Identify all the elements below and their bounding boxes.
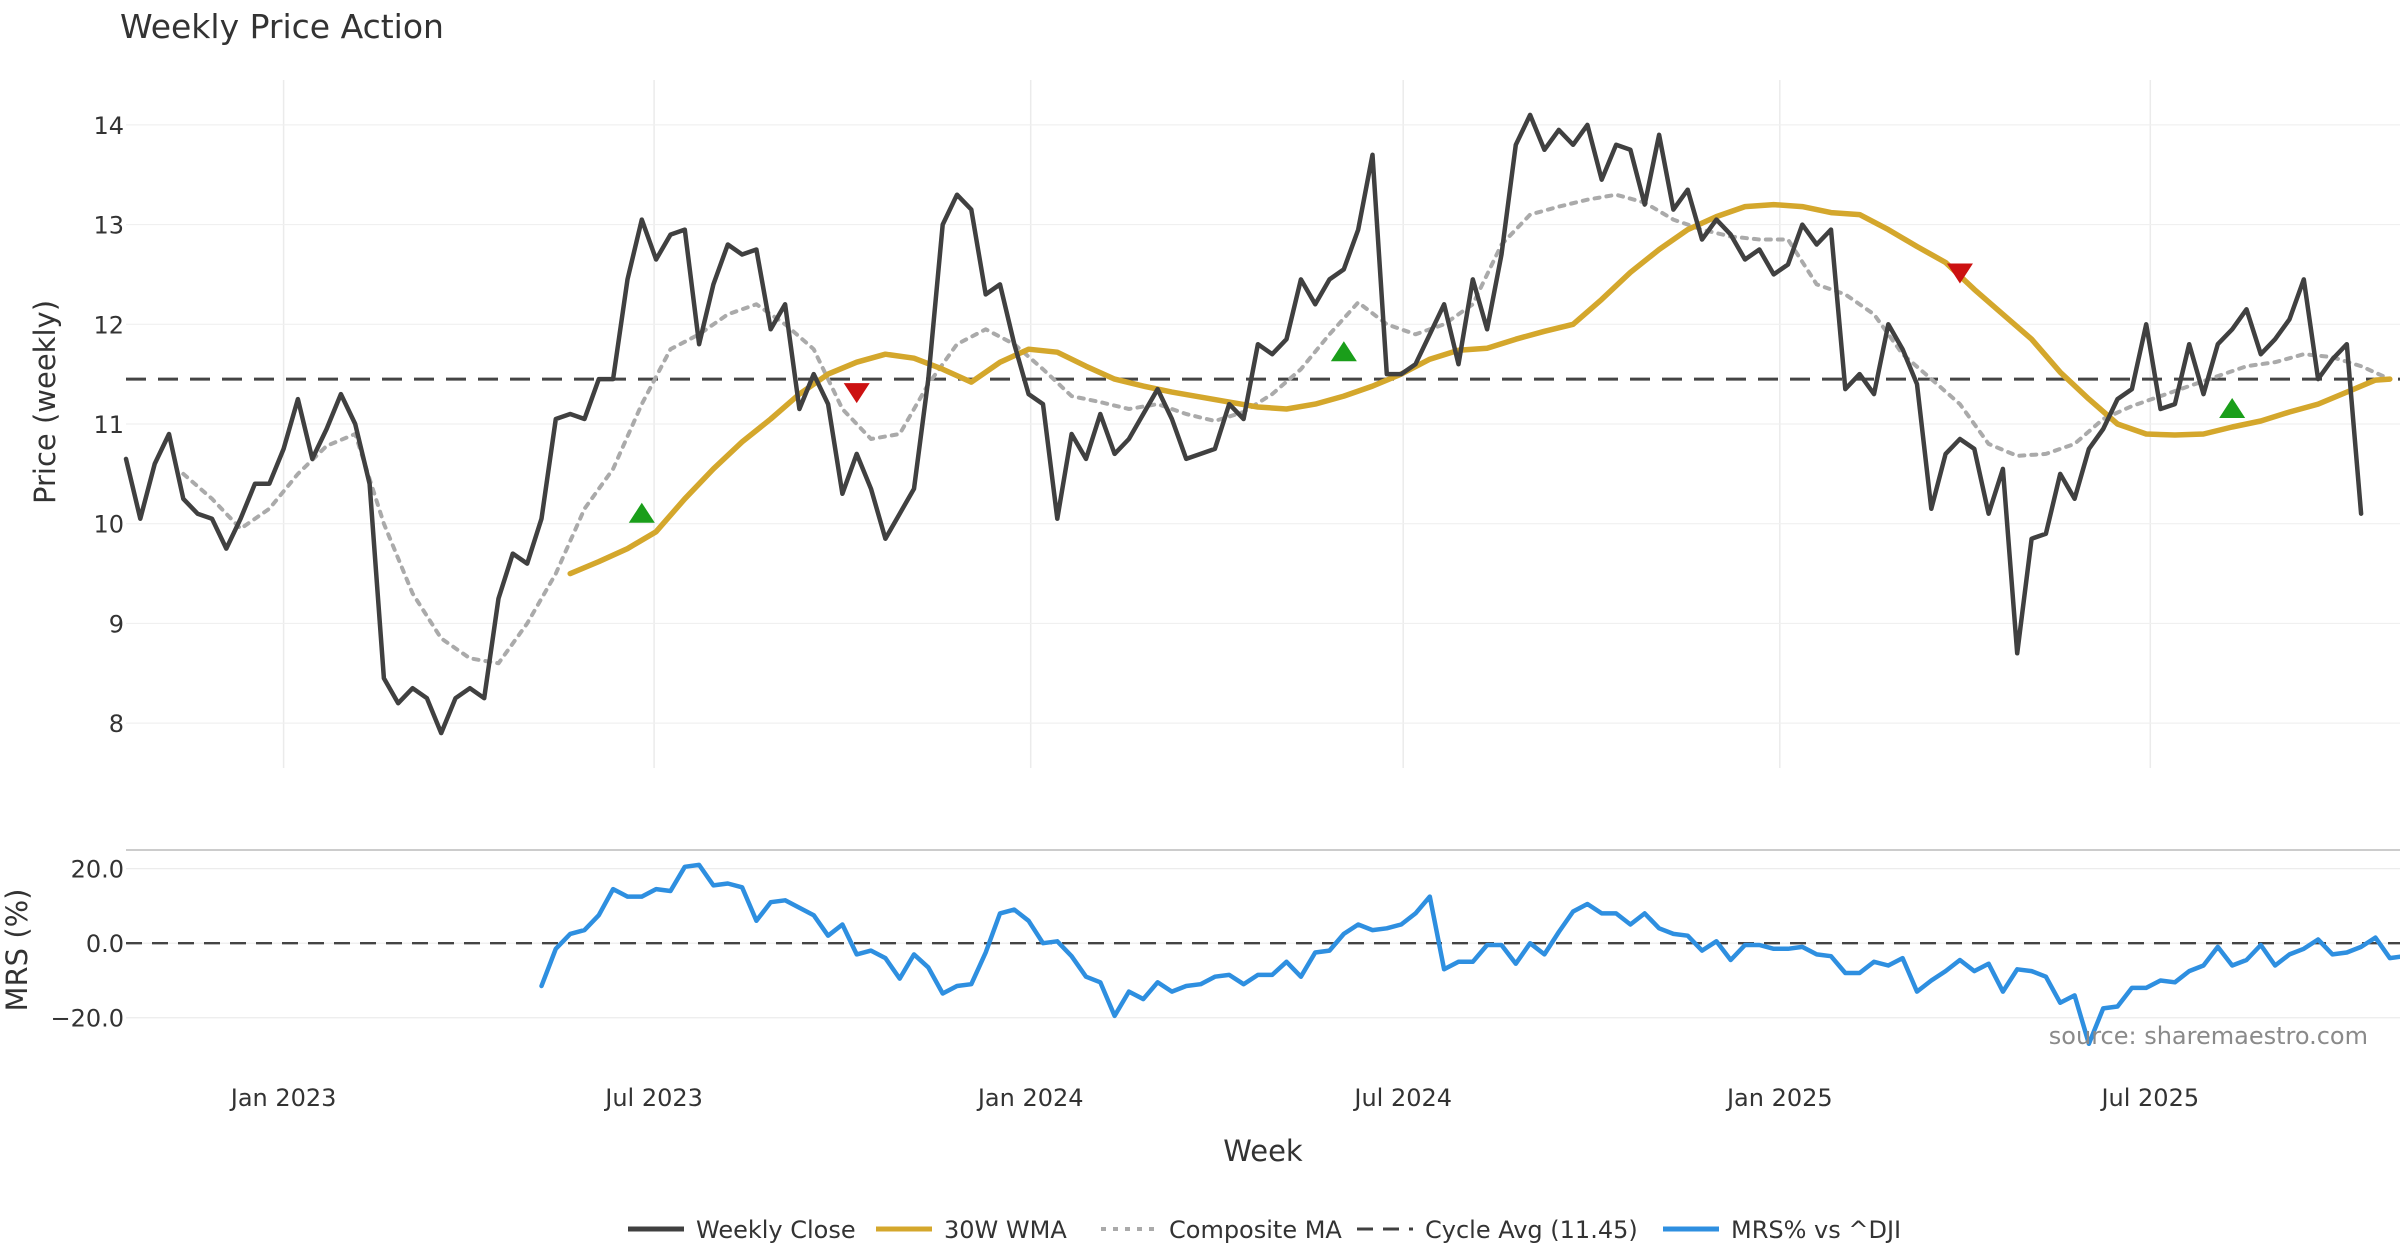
x-tick-label: Jul 2023	[603, 1084, 703, 1112]
chart-title: Weekly Price Action	[120, 7, 444, 46]
sell-signal-marker	[1946, 263, 1973, 284]
legend-label: MRS% vs ^DJI	[1731, 1216, 1901, 1244]
mrs-panel: 20.0 0.0 −20.0	[50, 856, 2400, 1047]
mrs-y-tick-label: 0.0	[86, 930, 124, 958]
legend-label: Cycle Avg (11.45)	[1425, 1216, 1638, 1244]
price-y-tick-label: 10	[93, 511, 124, 539]
legend-label: 30W WMA	[944, 1216, 1067, 1244]
legend-label: Composite MA	[1169, 1216, 1342, 1244]
series-line-composite-ma	[181, 192, 2392, 666]
series-line-30w-wma	[567, 201, 2393, 577]
x-ticks: Jan 2023 Jul 2023 Jan 2024 Jul 2024 Jan 2025…	[229, 1084, 2199, 1112]
price-y-tick-label: 11	[93, 411, 124, 439]
x-tick-label: Jan 2025	[1725, 1084, 1833, 1112]
x-tick-label: Jan 2023	[229, 1084, 337, 1112]
buy-signal-marker	[628, 502, 655, 523]
sell-signal-marker	[843, 383, 870, 404]
buy-signal-marker	[1330, 341, 1357, 362]
x-tick-label: Jan 2024	[976, 1084, 1084, 1112]
x-tick-label: Jul 2025	[2099, 1084, 2199, 1112]
mrs-y-tick-label: −20.0	[50, 1005, 124, 1033]
series-line-mrs	[539, 862, 2400, 1047]
buy-signal-marker	[2219, 398, 2246, 419]
price-panel: 8 9 10 11 12 13 14	[93, 112, 2400, 738]
price-y-tick-label: 13	[93, 212, 124, 240]
price-y-tick-label: 9	[109, 610, 124, 638]
x-axis-title: Week	[1223, 1134, 1303, 1168]
price-y-tick-label: 14	[93, 112, 124, 140]
mrs-y-tick-label: 20.0	[71, 856, 124, 884]
price-y-tick-label: 12	[93, 311, 124, 339]
legend-label: Weekly Close	[696, 1216, 856, 1244]
series-line-weekly-close	[123, 112, 2364, 736]
legend: Weekly Close 30W WMA Composite MA Cycle Avg…	[628, 1216, 1901, 1244]
price-axis-title: Price (weekly)	[28, 300, 62, 504]
mrs-axis-title: MRS (%)	[0, 889, 34, 1012]
x-tick-label: Jul 2024	[1352, 1084, 1452, 1112]
price-y-tick-label: 8	[109, 710, 124, 738]
grid	[126, 80, 2400, 1019]
source-note: source: sharemaestro.com	[2049, 1022, 2368, 1050]
